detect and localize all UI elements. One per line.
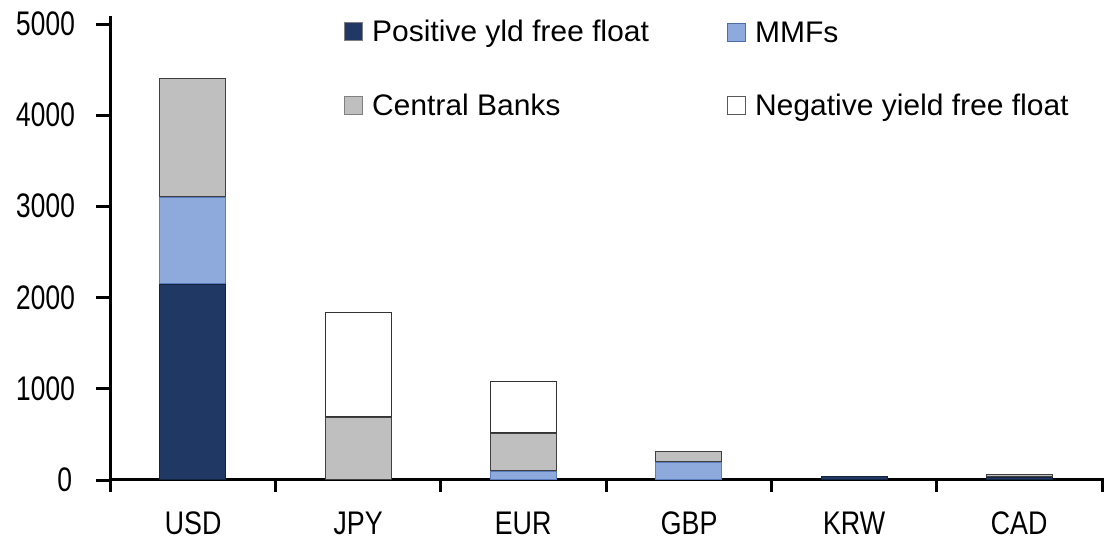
y-tick (96, 204, 110, 208)
legend-label-1: MMFs (755, 16, 839, 49)
x-category-label: KRW (822, 505, 886, 541)
x-category-label: CAD (990, 505, 1048, 541)
x-tick (769, 478, 773, 492)
bar-segment-jpy-3 (324, 312, 392, 417)
x-category-label: EUR (494, 505, 552, 541)
y-tick-label: 4000 (15, 96, 75, 135)
bar-segment-eur-1 (489, 471, 557, 480)
bar-segment-gbp-2 (655, 451, 723, 462)
y-tick (96, 296, 110, 300)
x-category-label: USD (164, 505, 222, 541)
legend-swatch-1 (727, 23, 746, 42)
bar-segment-jpy-2 (324, 417, 392, 480)
x-category-label: JPY (333, 505, 383, 541)
bar-segment-krw-0 (820, 476, 888, 480)
y-tick (96, 387, 110, 391)
x-tick (273, 478, 277, 492)
legend-swatch-0 (344, 22, 363, 41)
legend-label-2: Central Banks (372, 89, 561, 122)
x-category-label: GBP (660, 505, 718, 541)
y-axis-line (109, 16, 112, 481)
y-tick-label: 3000 (15, 187, 75, 226)
legend-swatch-3 (727, 96, 746, 115)
bar-segment-gbp-1 (655, 462, 723, 480)
bar-segment-usd-0 (159, 284, 227, 480)
legend-label-0: Positive yld free float (372, 15, 649, 48)
x-tick (604, 478, 608, 492)
x-tick (1100, 478, 1104, 492)
y-tick-label: 0 (57, 461, 72, 499)
y-tick (96, 478, 110, 482)
y-tick (96, 113, 110, 117)
bar-segment-cad-0 (985, 477, 1053, 480)
y-tick-label: 1000 (15, 369, 75, 408)
x-tick (935, 478, 939, 492)
bar-segment-cad-2 (985, 474, 1053, 477)
legend-label-3: Negative yield free float (755, 89, 1069, 122)
y-tick-label: 5000 (15, 5, 75, 43)
y-tick (96, 22, 110, 26)
y-tick-label: 2000 (15, 278, 75, 317)
bar-segment-eur-3 (489, 381, 557, 433)
legend-swatch-2 (344, 96, 363, 115)
x-tick (108, 478, 112, 492)
x-tick (439, 478, 443, 492)
bar-segment-usd-1 (159, 197, 227, 284)
bar-segment-eur-2 (489, 433, 557, 471)
bar-segment-usd-2 (159, 78, 227, 197)
